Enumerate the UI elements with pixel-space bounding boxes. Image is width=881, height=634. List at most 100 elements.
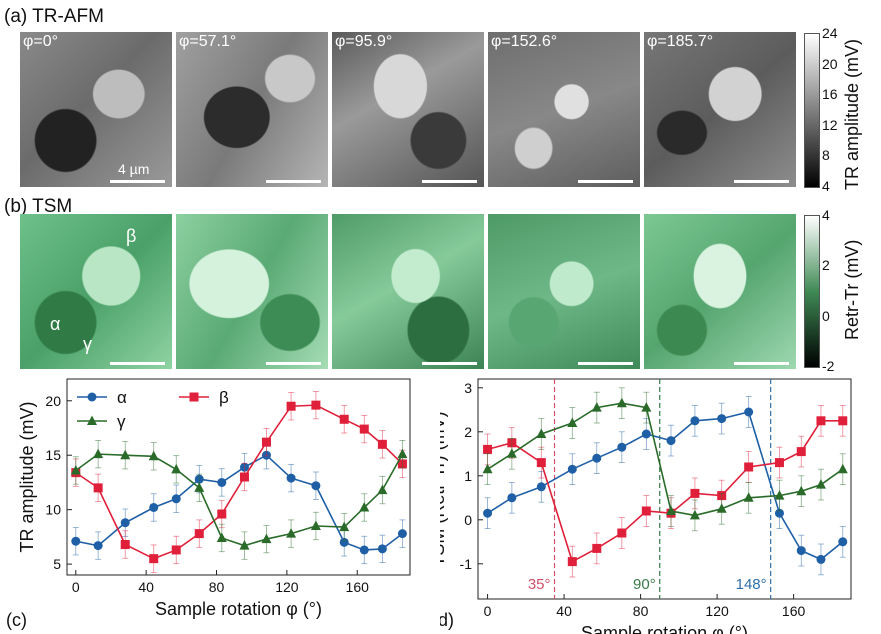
data-point: [339, 521, 350, 532]
chart-d: 0 40 80 120 160 -1 0 1 2 3 Sample rotation φ (°) TS…: [440, 378, 852, 634]
data-point: [149, 502, 159, 512]
y-tick-label: 20: [45, 393, 61, 409]
y-tick-label: 1: [464, 468, 472, 484]
region-label-gamma: γ: [83, 334, 92, 354]
data-point: [359, 545, 369, 555]
data-point: [71, 536, 81, 546]
scale-bar: [578, 180, 633, 183]
data-point: [536, 458, 546, 468]
data-point: [744, 462, 754, 472]
reference-line-label: 148°: [736, 576, 767, 593]
data-point: [93, 483, 103, 493]
data-point: [120, 540, 130, 550]
data-point: [377, 484, 388, 495]
region-label-alpha: α: [50, 314, 61, 334]
colorbar-tick-label: 16: [822, 86, 838, 103]
scale-bar-label: 4 µm: [118, 161, 150, 177]
data-point: [70, 464, 81, 475]
chart-c: 0 40 80 120 160 5 10 15 20 Sample rotation φ (°) T…: [6, 378, 411, 630]
data-point: [717, 414, 727, 424]
panel-label: (d): [440, 610, 454, 630]
tr-afm-image: φ=185.7°: [644, 32, 796, 187]
data-point: [617, 528, 627, 538]
data-point: [592, 453, 602, 463]
data-point: [507, 493, 517, 503]
x-tick-label: 160: [346, 579, 370, 595]
tsm-image: [176, 214, 328, 369]
panel-label: (c): [6, 610, 27, 630]
data-point: [774, 490, 785, 500]
tsm-image: [332, 214, 484, 369]
tr-afm-image: φ=57.1°: [176, 32, 328, 187]
x-axis-label: Sample rotation φ (°): [581, 623, 748, 634]
plot-frame: [477, 378, 852, 600]
data-point: [641, 429, 651, 439]
y-tick-label: 0: [464, 512, 472, 528]
panel-a-label: (a) TR-AFM: [4, 6, 104, 27]
y-axis-label: TR amplitude (mV): [17, 401, 37, 552]
scale-bar: [266, 180, 321, 183]
data-point: [815, 479, 826, 489]
tsm-image: β α γ: [20, 214, 172, 369]
phi-angle-label: φ=95.9°: [335, 33, 393, 50]
y-tick-label: 5: [53, 556, 61, 572]
series-line: [75, 454, 403, 551]
data-point: [93, 448, 104, 459]
data-point: [689, 509, 700, 520]
colorbar-tick-label: 4: [822, 207, 830, 223]
scale-bar: [422, 362, 477, 365]
y-tick-label: 3: [464, 380, 472, 396]
data-point: [311, 400, 321, 410]
data-point: [536, 482, 546, 492]
data-point: [339, 537, 349, 547]
phi-angle-label: φ=152.6°: [491, 33, 558, 50]
data-point: [310, 520, 321, 530]
data-point: [148, 450, 159, 461]
data-point: [774, 458, 784, 468]
x-axis-label: Sample rotation φ (°): [155, 599, 322, 619]
data-point: [286, 528, 297, 538]
data-point: [483, 508, 493, 518]
x-tick-label: 160: [782, 603, 806, 619]
data-point: [641, 402, 652, 412]
y-axis-label: TSM (Retr-Tr) (mV): [440, 411, 448, 566]
reference-line-label: 35°: [528, 576, 551, 593]
x-tick-label: 40: [138, 579, 154, 595]
colorbar-tick-label: 20: [822, 55, 838, 72]
tsm-image: [644, 214, 796, 369]
data-point: [239, 540, 250, 550]
data-point: [286, 473, 296, 483]
series-line: [75, 453, 404, 547]
data-point: [217, 509, 227, 519]
data-point: [120, 518, 130, 528]
colorbar-tick-label: 2: [822, 257, 830, 274]
colorbar-tick-label: 8: [822, 147, 830, 164]
panel-b-label: (b) TSM: [4, 196, 73, 217]
data-point: [286, 401, 296, 411]
colorbar-tick-label: 0: [822, 307, 830, 324]
data-point: [171, 463, 182, 474]
tr-afm-image: φ=0° 4 µm: [20, 32, 172, 187]
data-point: [171, 545, 181, 555]
data-point: [482, 463, 493, 474]
data-point: [359, 501, 370, 512]
x-tick-label: 80: [633, 603, 649, 619]
data-point: [261, 437, 271, 447]
colorbar-tick-label: 12: [822, 116, 838, 133]
data-point: [796, 447, 806, 457]
data-point: [666, 505, 677, 515]
data-point: [194, 529, 204, 539]
data-point: [120, 449, 131, 460]
data-point: [377, 439, 387, 449]
data-point: [716, 503, 727, 513]
data-point: [536, 428, 547, 438]
data-point: [149, 554, 159, 564]
data-point: [261, 533, 272, 544]
data-point: [591, 402, 602, 412]
colorbar-tick-label: 24: [822, 25, 838, 41]
data-point: [567, 557, 577, 567]
data-point: [397, 529, 407, 539]
legend-label: β: [219, 388, 229, 407]
data-point: [93, 541, 103, 551]
data-point: [87, 392, 97, 402]
